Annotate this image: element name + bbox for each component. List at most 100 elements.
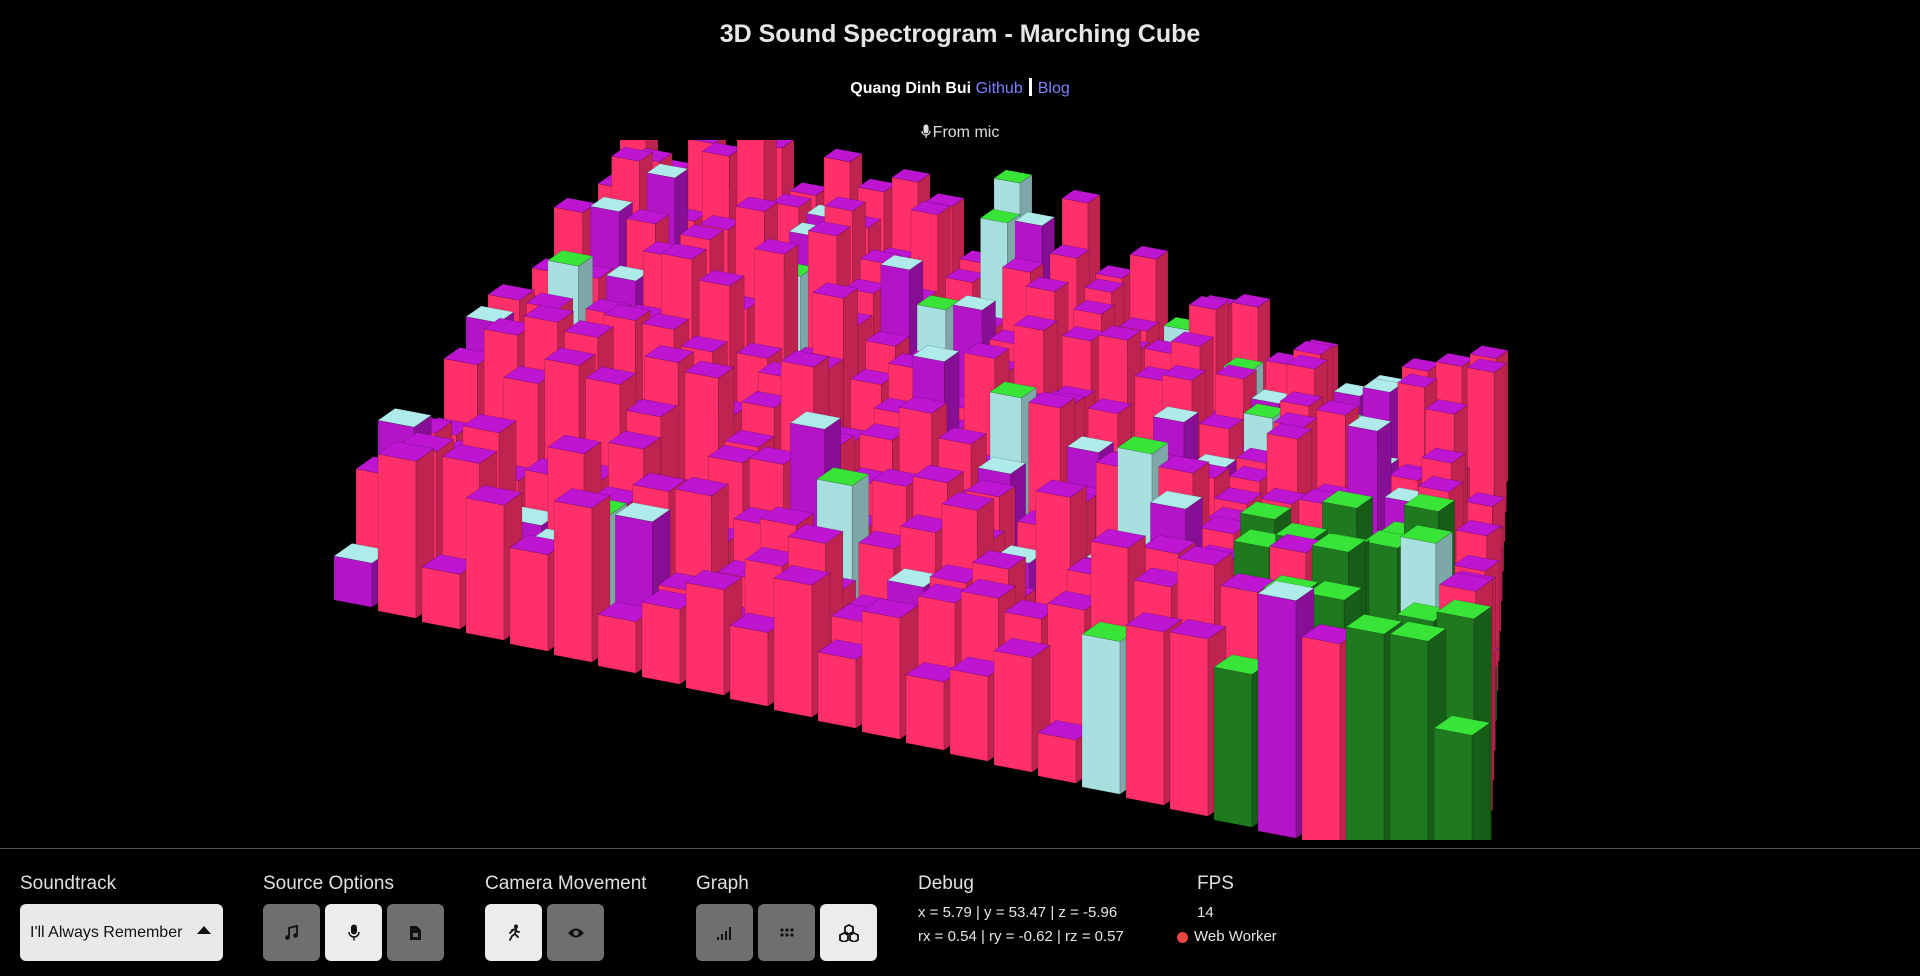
camera-movement-group: Camera Movement: [485, 873, 647, 961]
voxel-face: [912, 464, 965, 484]
file-source-button[interactable]: [387, 904, 444, 961]
voxel-face: [977, 456, 1027, 475]
camera-walk-button[interactable]: [485, 904, 542, 961]
voxel-face: [544, 347, 596, 366]
voxel-face: [610, 146, 654, 162]
voxel-face: [1345, 626, 1385, 840]
voxel-face: [377, 453, 417, 619]
voxel-face: [563, 320, 615, 338]
voxel-face: [1025, 276, 1069, 292]
blog-link[interactable]: Blog: [1037, 80, 1070, 97]
camera-look-button[interactable]: [547, 904, 604, 961]
voxel-face: [1292, 340, 1334, 356]
fps-group: FPS 14 Web Worker: [1177, 873, 1277, 949]
voxel-face: [1013, 314, 1059, 331]
voxel-face: [771, 193, 812, 208]
page-title: 3D Sound Spectrogram - Marching Cube: [719, 20, 1201, 48]
voxel-face: [949, 668, 989, 762]
voxel-face: [1027, 391, 1076, 409]
status-dot-icon: [1177, 931, 1188, 943]
voxel-face: [1049, 244, 1091, 259]
voxel-face: [1087, 398, 1133, 415]
voxel-face: [1169, 618, 1227, 640]
voxel-face: [989, 381, 1038, 399]
voxel-face: [880, 254, 924, 271]
voxel-face: [1471, 722, 1491, 840]
source-indicator-label: From mic: [932, 124, 1000, 141]
graph-bars-button[interactable]: [696, 904, 753, 961]
graph-label: Graph: [696, 873, 749, 894]
voxel-face: [603, 304, 651, 321]
voxel-face: [1424, 399, 1469, 415]
graph-group: Graph: [696, 873, 877, 961]
music-source-button[interactable]: [263, 904, 320, 961]
voxel-face: [1239, 501, 1292, 520]
voxel-face: [864, 330, 910, 347]
spectrogram-3d-canvas[interactable]: [0, 140, 1920, 840]
voxel-face: [910, 200, 952, 216]
web-worker-label: Web Worker: [1194, 928, 1277, 945]
voxel-face: [905, 674, 945, 751]
voxel-face: [698, 269, 745, 287]
voxel-face: [660, 243, 708, 260]
source-indicator: From mic: [0, 124, 1920, 142]
voxel-face: [1169, 631, 1209, 817]
voxel-face: [891, 168, 931, 183]
debug-position: x = 5.79 | y = 53.47 | z = -5.96: [918, 904, 1118, 921]
eye-icon: [567, 928, 584, 937]
voxel-face: [1213, 487, 1263, 505]
voxel-face: [960, 578, 1017, 599]
voxel-face: [685, 582, 725, 696]
voxel-face: [641, 601, 681, 685]
voxel-face: [1403, 493, 1456, 512]
web-worker-status: Web Worker: [1177, 925, 1277, 949]
voxel-face: [1149, 490, 1204, 510]
author-name: Quang Dinh Bui: [850, 80, 972, 97]
voxel-face: [1081, 634, 1121, 795]
voxel-face: [692, 140, 720, 144]
voxel-face: [1066, 435, 1115, 453]
voxel-face: [1345, 614, 1403, 635]
voxel-face: [1315, 400, 1360, 416]
voxel-face: [1118, 317, 1160, 332]
music-note-icon: [284, 924, 298, 940]
voxel-face: [421, 566, 461, 630]
voxel-face: [861, 610, 901, 740]
graph-points-button[interactable]: [758, 904, 815, 961]
voxel-face: [1306, 580, 1363, 601]
graph-cubes-button[interactable]: [820, 904, 877, 961]
voxel-face: [1311, 533, 1367, 553]
voxel-face: [1125, 612, 1183, 633]
mic-source-button[interactable]: [325, 904, 382, 961]
voxel-face: [1346, 415, 1392, 432]
voxel-face: [1129, 245, 1169, 260]
voxel-face: [625, 398, 678, 418]
voxel-face: [1417, 475, 1464, 493]
voxel-face: [861, 597, 919, 619]
voxel-face: [597, 614, 637, 674]
fps-value: 14: [1197, 904, 1214, 921]
voxel-face: [993, 650, 1033, 773]
voxel-face: [789, 411, 842, 430]
microphone-icon: [347, 924, 360, 941]
voxel-face: [333, 555, 373, 608]
voxel-face: [1213, 666, 1253, 828]
voxel-face: [1463, 492, 1506, 507]
voxel-face: [952, 295, 997, 311]
voxel-face: [823, 148, 863, 163]
voxel-face: [993, 169, 1033, 184]
voxel-face: [553, 488, 611, 509]
audio-file-icon: [410, 925, 421, 940]
voxel-face: [614, 502, 671, 523]
voxel-face: [1176, 545, 1233, 566]
voxel-face: [1321, 490, 1374, 509]
voxel-face: [509, 547, 549, 652]
camera-movement-label: Camera Movement: [485, 873, 647, 894]
github-link[interactable]: Github: [975, 80, 1023, 97]
voxel-face: [734, 196, 779, 212]
source-options-label: Source Options: [263, 873, 394, 894]
voxel-face: [817, 651, 857, 729]
voxel-face: [1090, 528, 1147, 549]
source-options-group: Source Options: [263, 873, 444, 961]
soundtrack-select[interactable]: I'll Always Remember: [20, 904, 223, 961]
